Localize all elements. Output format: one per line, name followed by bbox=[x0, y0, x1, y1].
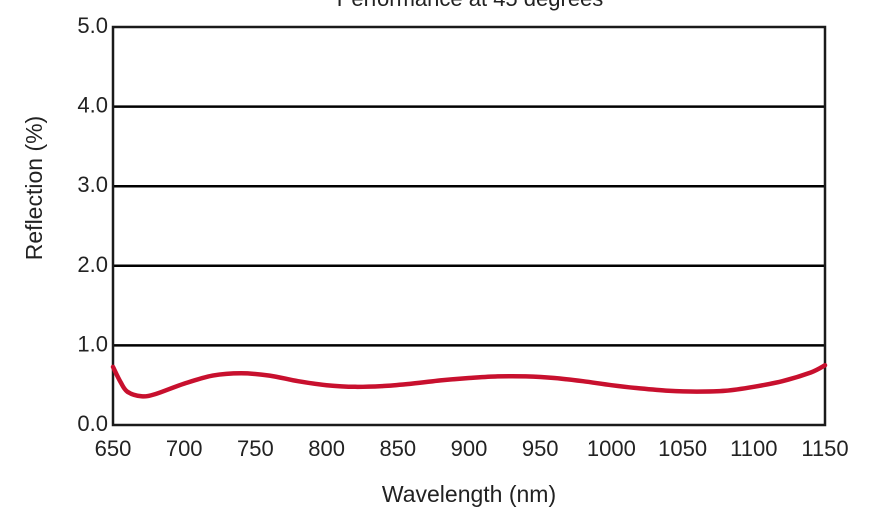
x-axis-title: Wavelength (nm) bbox=[382, 481, 556, 507]
x-axis-ticks: 650 700 750 800 850 900 950 1000 1050 1100 1150 bbox=[95, 436, 849, 461]
y-axis-title: Reflection (%) bbox=[21, 116, 47, 260]
y-tick-label: 0.0 bbox=[77, 411, 108, 436]
x-tick-label: 1100 bbox=[730, 436, 777, 461]
x-tick-label: 1150 bbox=[801, 436, 848, 461]
plot-frame bbox=[111, 25, 827, 427]
y-tick-label: 4.0 bbox=[77, 93, 108, 118]
x-tick-label: 800 bbox=[308, 436, 345, 461]
x-tick-label: 750 bbox=[237, 436, 274, 461]
x-tick-label: 850 bbox=[379, 436, 416, 461]
x-tick-label: 700 bbox=[166, 436, 203, 461]
y-tick-label: 2.0 bbox=[77, 252, 108, 277]
x-tick-label: 1000 bbox=[587, 436, 636, 461]
grid-lines bbox=[113, 105, 825, 347]
y-axis-ticks: 0.0 1.0 2.0 3.0 4.0 5.0 bbox=[77, 13, 108, 436]
x-tick-label: 1050 bbox=[658, 436, 707, 461]
x-tick-label: 950 bbox=[522, 436, 559, 461]
y-tick-label: 3.0 bbox=[77, 172, 108, 197]
reflection-series-line bbox=[110, 363, 828, 399]
y-tick-label: 1.0 bbox=[77, 331, 108, 356]
x-tick-label: 650 bbox=[95, 436, 132, 461]
chart-title: Performance at 45 degrees bbox=[337, 0, 604, 11]
x-tick-label: 900 bbox=[451, 436, 488, 461]
y-tick-label: 5.0 bbox=[77, 13, 108, 38]
